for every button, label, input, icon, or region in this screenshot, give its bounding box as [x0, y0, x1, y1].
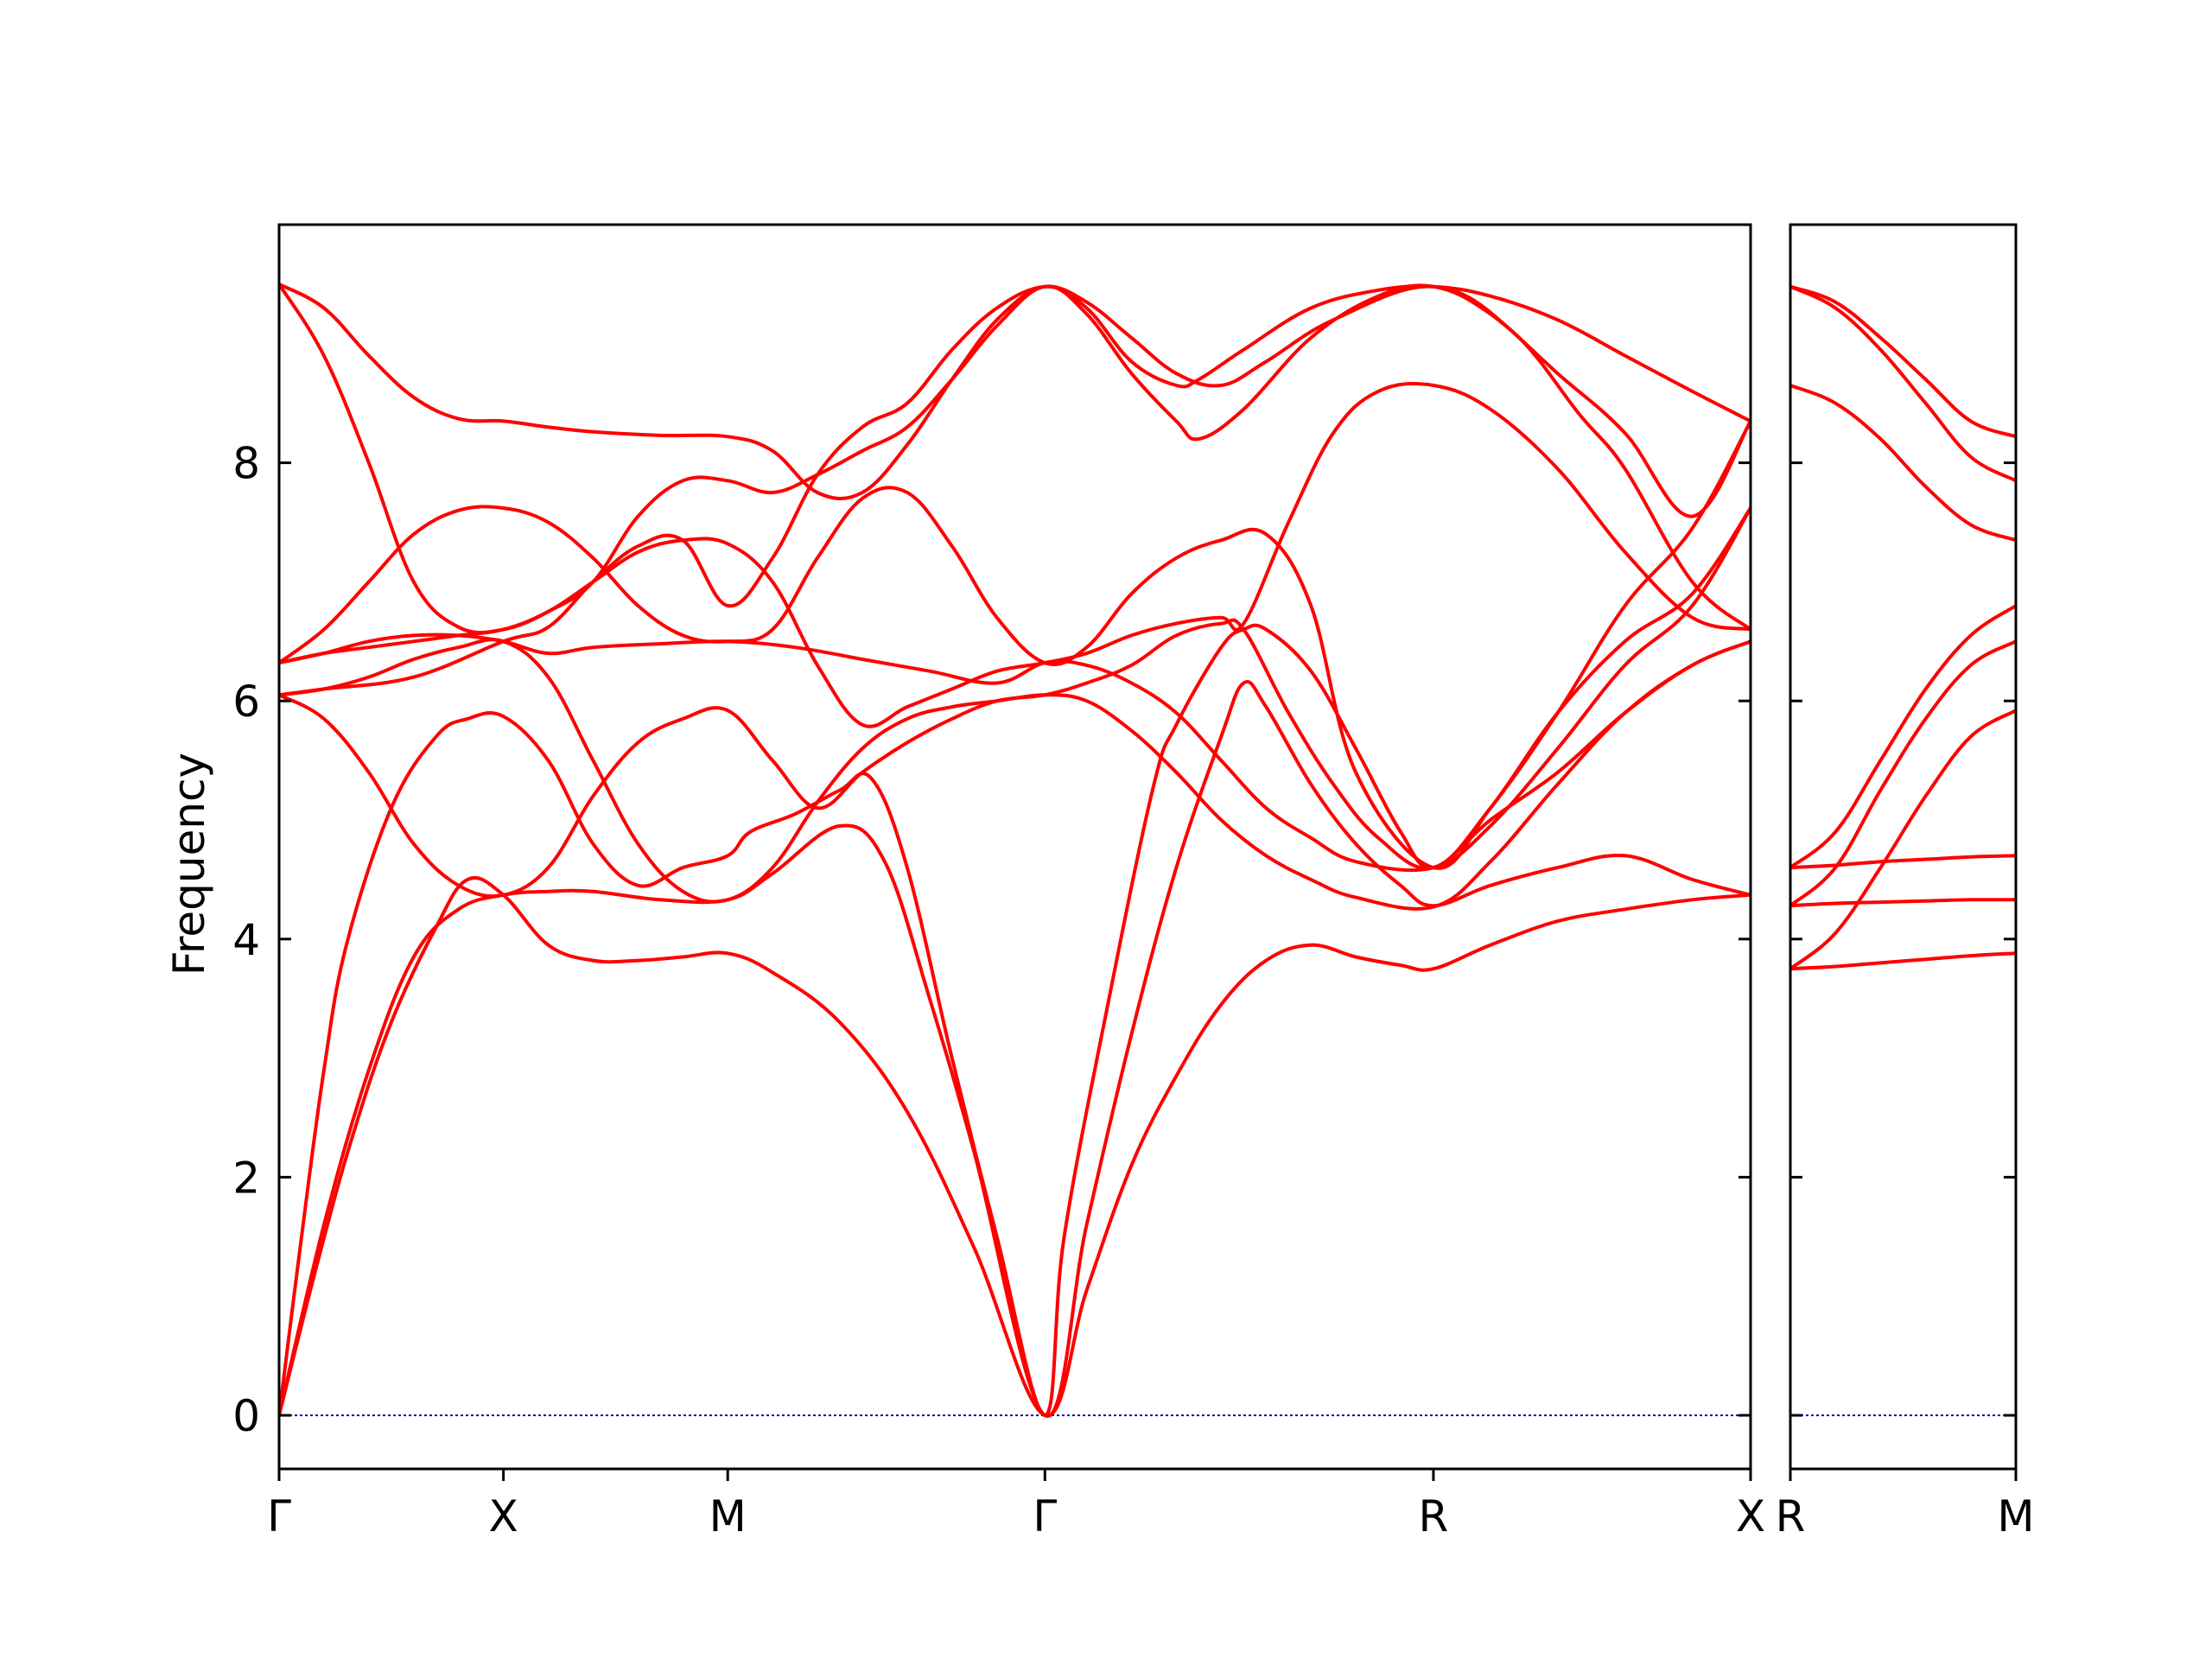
band-line [279, 284, 1751, 697]
x-tick-label: R [1419, 1491, 1449, 1541]
main-band-panel: 0 2 4 6 8 Γ X M Γ R X [232, 223, 1765, 1541]
band-line [1790, 639, 2016, 908]
band-line [1790, 951, 2016, 971]
plot-frame [277, 223, 1752, 1471]
band-line [1790, 284, 2016, 483]
band-line [279, 638, 1751, 911]
y-tick-label: 8 [232, 439, 260, 489]
band-line [279, 419, 1751, 870]
band-line [1790, 898, 2016, 908]
x-tick-label: M [1997, 1491, 2034, 1541]
band-line [279, 381, 1751, 728]
band-line [279, 282, 1751, 501]
band-lines [1790, 284, 2016, 971]
x-tick-label: Γ [267, 1491, 291, 1541]
x-tick-label: R [1776, 1491, 1806, 1541]
x-tick-label: X [488, 1491, 518, 1541]
y-tick-label: 2 [232, 1153, 260, 1203]
band-line [1790, 284, 2016, 439]
band-line [1790, 604, 2016, 870]
y-tick-label: 4 [232, 915, 260, 965]
band-line [1790, 709, 2016, 971]
band-line [1790, 384, 2016, 543]
y-tick-label: 0 [232, 1391, 260, 1441]
band-line [1790, 854, 2016, 870]
band-line [279, 506, 1751, 899]
y-axis-label: Frequency [164, 753, 214, 976]
y-tick-label: 6 [232, 677, 260, 727]
x-tick-label: Γ [1033, 1491, 1057, 1541]
band-line [279, 282, 1751, 635]
x-tick-label: X [1736, 1491, 1765, 1541]
x-tick-label: M [709, 1491, 747, 1541]
band-lines [279, 282, 1751, 1418]
plot-frame [1789, 223, 2018, 1471]
band-line [279, 623, 1751, 1417]
